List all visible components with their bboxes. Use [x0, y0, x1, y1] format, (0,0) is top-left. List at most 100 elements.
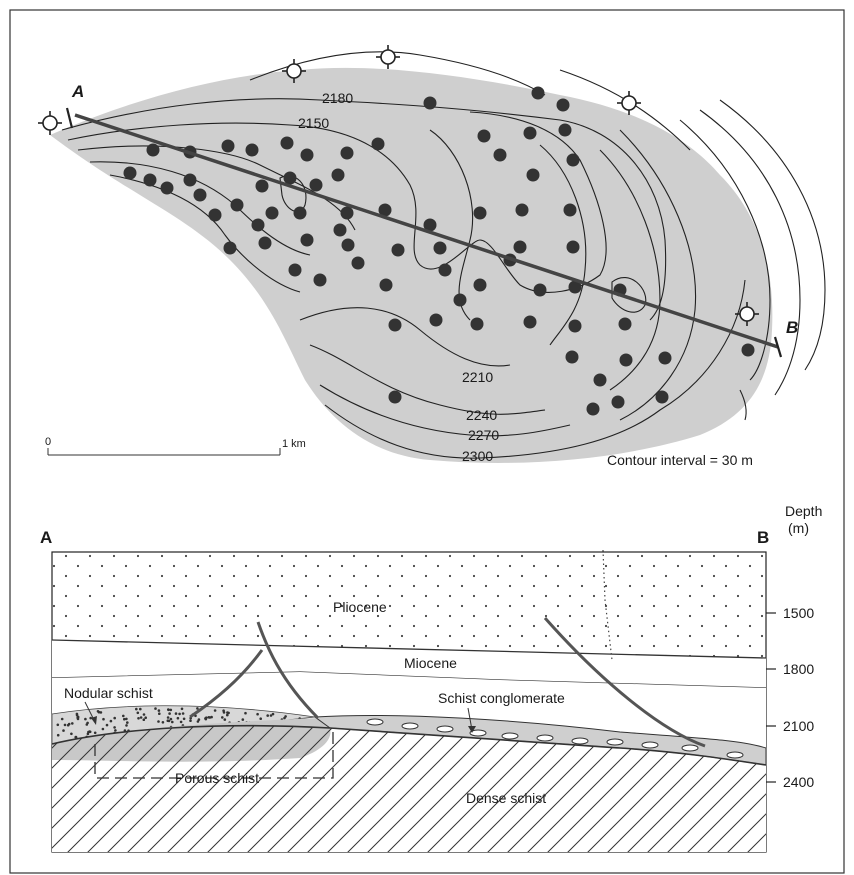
- nodule-dot: [204, 717, 208, 721]
- contour-label-2240: 2240: [466, 407, 497, 423]
- unconformity-surface: [51, 724, 767, 766]
- producing-well: [429, 313, 443, 327]
- conglomerate-clast: [641, 741, 659, 749]
- producing-well: [255, 179, 269, 193]
- nodular-schist-label: Nodular schist: [64, 685, 153, 701]
- depth-axis: 1500 1800 2100 2400: [766, 605, 814, 790]
- section-point-b-label: B: [757, 528, 769, 547]
- contour-east-3: [619, 129, 697, 421]
- producing-well: [433, 241, 447, 255]
- nodule-dot: [269, 714, 273, 717]
- producing-well: [477, 129, 491, 143]
- nodule-dot: [181, 712, 185, 715]
- nodule-dot: [158, 712, 161, 715]
- nodule-dot: [109, 719, 113, 723]
- nodule-dot: [126, 721, 129, 724]
- nodule-dot: [210, 715, 213, 719]
- nodule-dot: [70, 732, 73, 736]
- producing-well: [371, 137, 385, 151]
- nodule-dot: [196, 707, 199, 710]
- contour-inner-east: [611, 276, 647, 313]
- producing-well: [245, 143, 259, 157]
- producing-well: [300, 148, 314, 162]
- producing-well: [258, 236, 272, 250]
- nodule-dot: [63, 723, 67, 727]
- nodule-dot: [113, 726, 116, 729]
- dry-hole-symbol: [735, 302, 759, 326]
- producing-well: [533, 283, 547, 297]
- nodule-dot: [266, 714, 270, 717]
- contour-outer-3: [679, 119, 771, 381]
- producing-well: [193, 188, 207, 202]
- producing-well: [378, 203, 392, 217]
- conglomerate-clasts: [366, 718, 744, 759]
- conglomerate-clast: [571, 737, 589, 745]
- producing-well: [265, 206, 279, 220]
- producing-well: [300, 233, 314, 247]
- nodule-dot: [76, 717, 80, 721]
- nodule-dot: [102, 717, 105, 721]
- nodule-dot: [88, 730, 91, 733]
- conglomerate-clast: [606, 738, 624, 746]
- nodule-dot: [169, 717, 173, 721]
- nodule-dot: [166, 716, 170, 719]
- nodule-dot: [223, 718, 227, 721]
- nodule-dot: [174, 712, 178, 715]
- producing-well: [288, 263, 302, 277]
- producing-well: [183, 173, 197, 187]
- nodule-dot: [171, 720, 174, 724]
- producing-well: [473, 278, 487, 292]
- producing-well: [143, 173, 157, 187]
- producing-well: [556, 98, 570, 112]
- nodule-dot: [178, 712, 181, 716]
- nodule-dot: [157, 720, 160, 723]
- nodule-dot: [169, 708, 173, 712]
- nodule-dot: [123, 717, 126, 721]
- producing-well: [586, 402, 600, 416]
- contour-outer-5: [719, 99, 826, 371]
- conglomerate-pointer-head: [468, 726, 476, 733]
- producing-well: [351, 256, 365, 270]
- nodule-dot: [56, 723, 60, 727]
- contour-outer-2: [559, 69, 691, 151]
- section-line-ab: [74, 113, 779, 349]
- nodule-dot: [139, 716, 143, 719]
- producing-well: [655, 390, 669, 404]
- producing-well: [251, 218, 265, 232]
- nodule-dot: [226, 713, 229, 717]
- producing-well: [379, 278, 393, 292]
- conglomerate-clast: [726, 751, 744, 759]
- nodule-dot: [213, 709, 217, 712]
- producing-well: [531, 86, 545, 100]
- nodule-dot: [125, 724, 128, 727]
- producing-well: [566, 153, 580, 167]
- nodule-dot: [86, 721, 89, 725]
- nodule-dot: [256, 712, 259, 716]
- producing-well: [160, 181, 174, 195]
- producing-well: [618, 317, 632, 331]
- contour-outer-4: [699, 109, 801, 396]
- conglomerate-clast: [401, 722, 419, 730]
- producing-well: [221, 139, 235, 153]
- conglomerate-clast: [436, 725, 454, 733]
- section-point-a-label: A: [40, 528, 52, 547]
- producing-well: [331, 168, 345, 182]
- producing-well: [619, 353, 633, 367]
- dense-schist-label: Dense schist: [466, 790, 546, 806]
- contour-2210: [299, 307, 511, 367]
- nodule-dot: [71, 722, 74, 725]
- nodule-dot: [168, 712, 171, 715]
- nodule-dot: [176, 716, 180, 720]
- producing-well: [526, 168, 540, 182]
- nodule-dot: [207, 716, 211, 719]
- nodule-dot: [114, 729, 117, 732]
- depth-tick-label: 2100: [783, 718, 814, 734]
- porous-schist-label: Porous schist: [175, 770, 259, 786]
- contour-2180: [61, 98, 667, 321]
- nodule-dot: [101, 727, 105, 731]
- producing-well: [280, 136, 294, 150]
- nodule-dot: [180, 707, 184, 711]
- porous-schist-outline: [94, 728, 334, 779]
- nodule-dot: [179, 720, 183, 724]
- dry-hole-symbol: [376, 45, 400, 69]
